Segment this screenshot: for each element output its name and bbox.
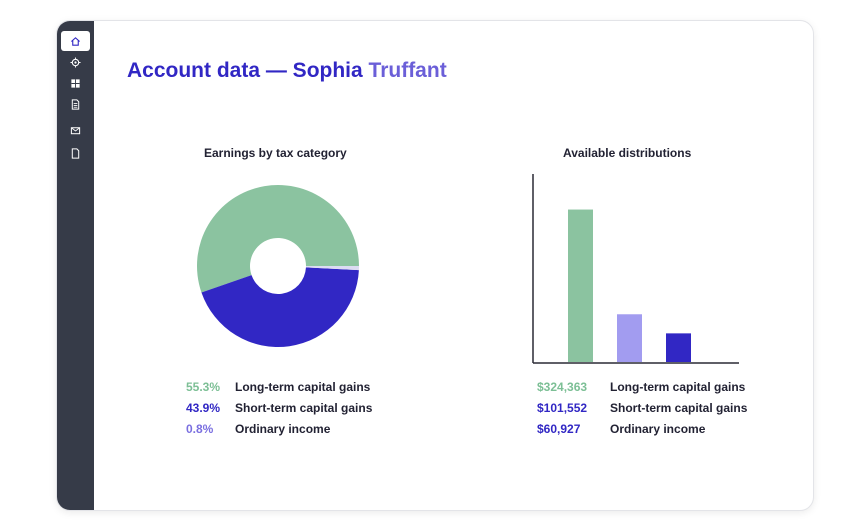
pie-legend-value: 43.9% (186, 401, 221, 415)
sidebar (57, 21, 94, 510)
sidebar-item-documents[interactable] (61, 94, 90, 114)
sidebar-item-file[interactable] (61, 143, 90, 163)
pie-slice (305, 266, 359, 271)
bar (666, 333, 691, 362)
page-title-last: Truffant (368, 59, 447, 82)
bar-chart (532, 174, 739, 364)
target-icon (70, 56, 81, 68)
document-list-icon (71, 98, 80, 110)
home-icon (71, 36, 80, 46)
bar-legend-value: $60,927 (537, 422, 581, 436)
pie-legend-value: 55.3% (186, 380, 221, 394)
sidebar-item-mail[interactable] (61, 120, 90, 140)
pie-legend-label: Long-term capital gains (235, 380, 371, 394)
bar-legend-label: Short-term capital gains (610, 401, 748, 415)
sidebar-item-target[interactable] (61, 52, 90, 72)
main-card: Account data — Sophia Truffant Earnings … (56, 20, 814, 511)
sidebar-item-grid[interactable] (61, 73, 90, 93)
grid-icon (71, 78, 80, 88)
bar (617, 314, 642, 362)
pie-legend-label: Short-term capital gains (235, 401, 373, 415)
bar-chart-title: Available distributions (563, 146, 692, 160)
pie-chart (197, 185, 359, 347)
bar-legend-value: $324,363 (537, 380, 588, 394)
bar (568, 209, 593, 362)
pie-legend-value: 0.8% (186, 422, 214, 436)
bar-legend-label: Ordinary income (610, 422, 706, 436)
bar-legend-value: $101,552 (537, 401, 588, 415)
pie-chart-title: Earnings by tax category (204, 146, 347, 160)
sidebar-item-home[interactable] (61, 31, 90, 51)
pie-legend-label: Ordinary income (235, 422, 331, 436)
page-title-prefix: Account data — Sophia (127, 59, 363, 82)
page-title: Account data — Sophia Truffant (127, 59, 447, 83)
pie-slice (197, 185, 359, 293)
file-icon (71, 147, 80, 159)
mail-icon (70, 126, 81, 134)
bar-legend-label: Long-term capital gains (610, 380, 746, 394)
pie-slice (201, 267, 359, 347)
